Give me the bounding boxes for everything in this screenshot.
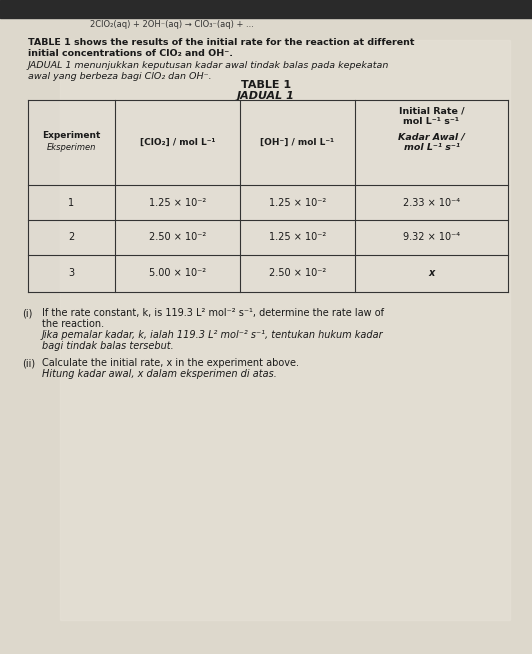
- Text: Jika pemalar kadar, k, ialah 119.3 L² mol⁻² s⁻¹, tentukan hukum kadar: Jika pemalar kadar, k, ialah 119.3 L² mo…: [42, 330, 384, 340]
- Text: Hitung kadar awal, x dalam eksperimen di atas.: Hitung kadar awal, x dalam eksperimen di…: [42, 369, 277, 379]
- Text: (ii): (ii): [22, 358, 35, 368]
- Text: Calculate the initial rate, x in the experiment above.: Calculate the initial rate, x in the exp…: [42, 358, 299, 368]
- Text: 1.25 × 10⁻²: 1.25 × 10⁻²: [269, 233, 326, 243]
- Text: awal yang berbeza bagi ClO₂ dan OH⁻.: awal yang berbeza bagi ClO₂ dan OH⁻.: [28, 72, 212, 81]
- Text: If the rate constant, k, is 119.3 L² mol⁻² s⁻¹, determine the rate law of: If the rate constant, k, is 119.3 L² mol…: [42, 308, 384, 318]
- Bar: [0, 0, 532, 18]
- Text: JADUAL 1: JADUAL 1: [237, 91, 295, 101]
- Text: 5.00 × 10⁻²: 5.00 × 10⁻²: [149, 269, 206, 279]
- Text: x: x: [428, 269, 435, 279]
- Bar: [28, 100, 508, 292]
- Text: 1.25 × 10⁻²: 1.25 × 10⁻²: [269, 198, 326, 207]
- Text: 9.32 × 10⁻⁴: 9.32 × 10⁻⁴: [403, 233, 460, 243]
- Text: bagi tindak balas tersebut.: bagi tindak balas tersebut.: [42, 341, 174, 351]
- Text: Eksperimen: Eksperimen: [47, 143, 96, 152]
- Text: Kadar Awal /: Kadar Awal /: [398, 132, 465, 141]
- Text: [OH⁻] / mol L⁻¹: [OH⁻] / mol L⁻¹: [261, 138, 335, 147]
- Text: TABLE 1 shows the results of the initial rate for the reaction at different: TABLE 1 shows the results of the initial…: [28, 38, 414, 47]
- Text: Experiment: Experiment: [43, 131, 101, 140]
- Text: mol L⁻¹ s⁻¹: mol L⁻¹ s⁻¹: [403, 143, 460, 152]
- Text: 2: 2: [69, 233, 74, 243]
- Text: 2.50 × 10⁻²: 2.50 × 10⁻²: [269, 269, 326, 279]
- Text: / 12: / 12: [12, 2, 29, 11]
- Text: TABLE 1: TABLE 1: [241, 80, 291, 90]
- Text: the reaction.: the reaction.: [42, 319, 104, 329]
- Bar: [60, 40, 510, 620]
- Text: 1.25 × 10⁻²: 1.25 × 10⁻²: [149, 198, 206, 207]
- Text: 89%: 89%: [55, 2, 75, 11]
- Text: 3: 3: [69, 269, 74, 279]
- Text: 2.33 × 10⁻⁴: 2.33 × 10⁻⁴: [403, 198, 460, 207]
- Text: mol L⁻¹ s⁻¹: mol L⁻¹ s⁻¹: [403, 117, 460, 126]
- Text: JADUAL 1 menunjukkan keputusan kadar awal tindak balas pada kepekatan: JADUAL 1 menunjukkan keputusan kadar awa…: [28, 61, 389, 70]
- Text: Initial Rate /: Initial Rate /: [398, 106, 464, 115]
- Text: 2ClO₂(aq) + 2OH⁻(aq) → ClO₃⁻(aq) + ...: 2ClO₂(aq) + 2OH⁻(aq) → ClO₃⁻(aq) + ...: [90, 20, 254, 29]
- Text: 2.50 × 10⁻²: 2.50 × 10⁻²: [149, 233, 206, 243]
- Text: initial concentrations of ClO₂ and OH⁻.: initial concentrations of ClO₂ and OH⁻.: [28, 49, 233, 58]
- Text: (i): (i): [22, 308, 32, 318]
- Text: 1: 1: [69, 198, 74, 207]
- Text: [ClO₂] / mol L⁻¹: [ClO₂] / mol L⁻¹: [140, 138, 215, 147]
